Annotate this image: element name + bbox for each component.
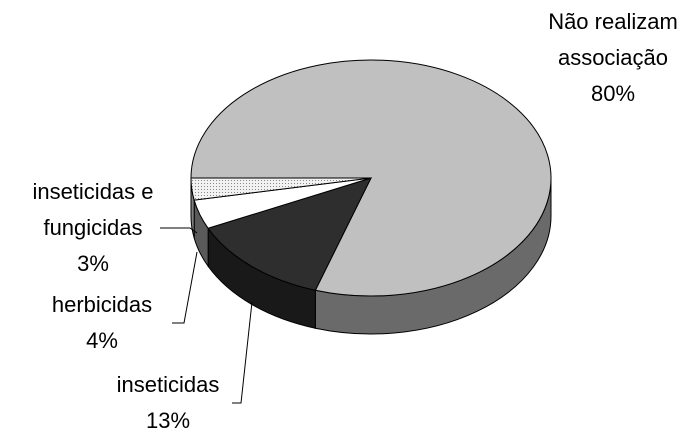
leader-line [160, 227, 198, 234]
leader-line [232, 301, 253, 404]
slice [207, 177, 372, 291]
value-label: 4% [86, 328, 118, 353]
value-label: 13% [145, 408, 191, 430]
slice [190, 177, 372, 201]
category-label: inseticidas e fungicidas [32, 179, 154, 240]
value-label: 80% [590, 81, 636, 106]
value-label: 3% [77, 251, 109, 276]
slice [190, 59, 552, 297]
category-label: Não realizam associação [548, 9, 678, 70]
category-label: herbicidas [51, 292, 153, 317]
slice-label: herbicidas 4% [22, 287, 182, 359]
leader-line [172, 251, 198, 324]
slice-label: inseticidas e fungicidas 3% [13, 174, 173, 282]
slice-label: Não realizam associação 80% [533, 4, 681, 112]
category-label: inseticidas [116, 372, 220, 397]
slice-label: inseticidas 13% [88, 367, 248, 430]
